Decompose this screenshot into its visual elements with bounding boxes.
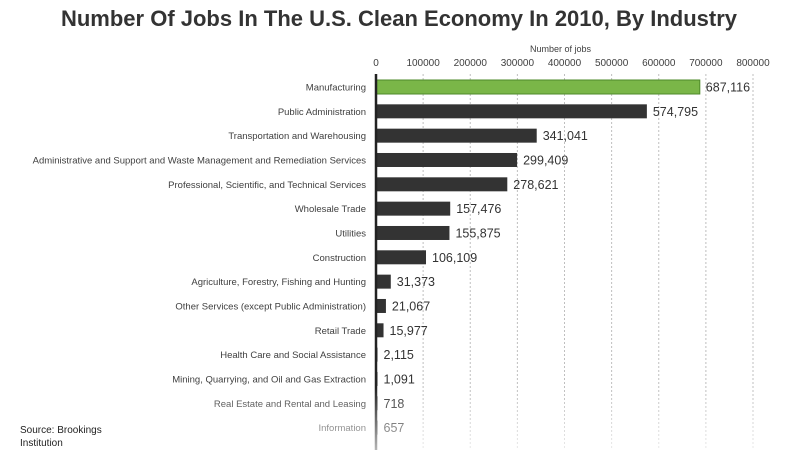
value-label: 278,621: [513, 178, 558, 192]
source-note: Source: Brookings Institution: [20, 424, 130, 450]
bar: [376, 274, 391, 289]
category-label: Construction: [313, 253, 366, 264]
x-tick-label: 0: [373, 58, 379, 69]
x-tick-label: 800000: [736, 58, 770, 69]
x-tick-label: 300000: [501, 58, 535, 69]
bar: [375, 79, 701, 95]
bar: [376, 225, 450, 240]
value-label: 687,116: [706, 81, 750, 95]
bar: [376, 104, 647, 119]
chart-title: Number Of Jobs In The U.S. Clean Economy…: [60, 6, 738, 31]
bar: [376, 201, 451, 216]
category-label: Information: [318, 423, 366, 434]
value-label: 157,476: [456, 202, 501, 216]
category-label: Public Administration: [278, 107, 366, 118]
value-label: 2,115: [384, 348, 414, 362]
value-label: 31,373: [397, 275, 435, 289]
category-label: Mining, Quarrying, and Oil and Gas Extra…: [172, 374, 366, 385]
value-label: 106,109: [432, 251, 477, 265]
category-label: Other Services (except Public Administra…: [175, 301, 366, 312]
value-label: 341,041: [543, 129, 588, 143]
category-label: Real Estate and Rental and Leasing: [214, 399, 366, 410]
x-axis-title: Number of jobs: [530, 44, 592, 54]
value-label: 21,067: [392, 299, 430, 313]
category-label: Health Care and Social Assistance: [220, 350, 366, 361]
value-label: 299,409: [523, 153, 568, 167]
bar: [376, 250, 427, 265]
bar: [376, 152, 518, 167]
value-label: 574,795: [653, 105, 698, 119]
category-label: Agriculture, Forestry, Fishing and Hunti…: [191, 277, 366, 288]
category-label: Retail Trade: [315, 326, 366, 337]
category-label: Manufacturing: [306, 83, 366, 94]
bars: [375, 79, 701, 435]
category-label: Administrative and Support and Waste Man…: [33, 155, 367, 166]
bar: [376, 323, 384, 338]
bar: [376, 298, 386, 313]
x-tick-label: 700000: [689, 58, 723, 69]
x-tick-label: 400000: [548, 58, 582, 69]
category-label: Transportation and Warehousing: [228, 131, 366, 142]
x-tick-label: 100000: [406, 58, 440, 69]
bar: [376, 177, 508, 192]
value-label: 657: [384, 421, 405, 435]
labels: Number of jobs 0 100000 200000 300000 400000 5…: [33, 44, 771, 435]
value-label: 718: [384, 397, 405, 411]
category-label: Professional, Scientific, and Technical …: [168, 180, 366, 191]
category-label: Utilities: [335, 228, 366, 239]
x-tick-label: 500000: [595, 58, 629, 69]
bar: [376, 128, 537, 143]
value-label: 15,977: [390, 324, 428, 338]
value-label: 155,875: [455, 226, 500, 240]
x-tick-label: 600000: [642, 58, 676, 69]
value-label: 1,091: [384, 372, 415, 386]
category-label: Wholesale Trade: [295, 204, 366, 215]
x-tick-label: 200000: [454, 58, 488, 69]
